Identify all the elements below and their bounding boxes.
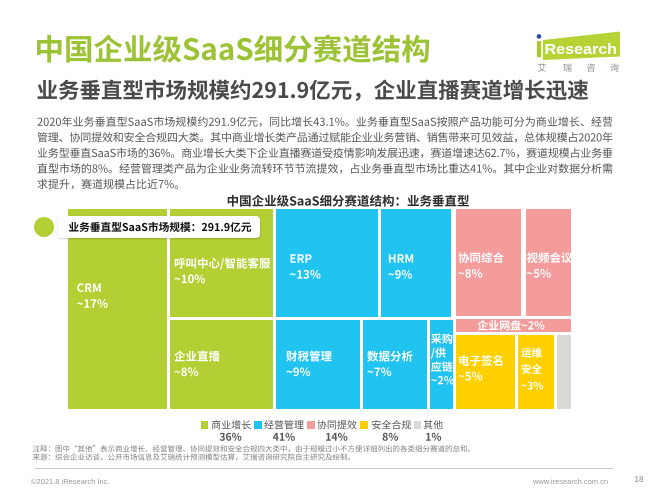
svg-text:Research: Research: [545, 41, 618, 58]
